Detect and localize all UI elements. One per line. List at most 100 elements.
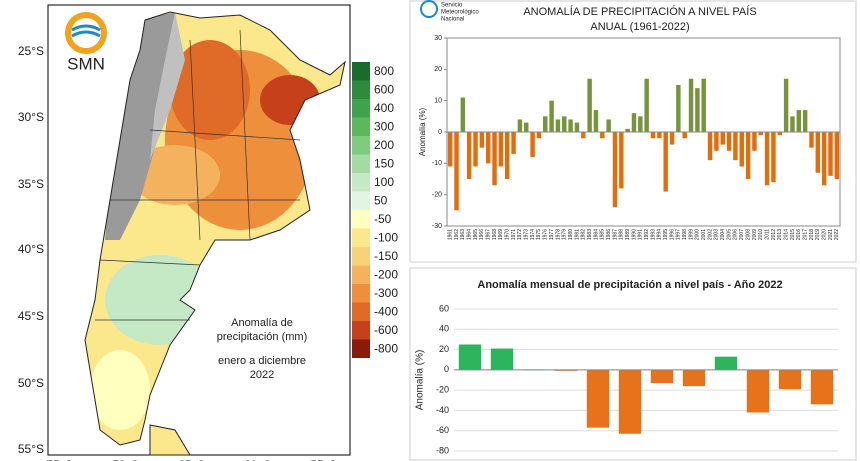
- legend-swatch: [352, 173, 370, 192]
- legend-swatch: [352, 210, 370, 229]
- lat-label: 40°S: [18, 242, 44, 256]
- y-tick-label: 40: [439, 324, 449, 334]
- x-tick-label: 2014: [783, 229, 789, 240]
- bar: [479, 132, 485, 148]
- bar: [638, 116, 643, 132]
- bar: [593, 110, 599, 132]
- logo-icon: [420, 0, 438, 18]
- bar: [720, 132, 725, 145]
- x-tick-label: 2006: [733, 229, 739, 240]
- x-tick-label: 1983: [587, 229, 593, 240]
- legend-label: -150: [374, 249, 398, 263]
- x-tick-label: 2020: [821, 229, 827, 240]
- bar: [834, 132, 840, 179]
- bar: [492, 132, 497, 186]
- y-tick-label: -60: [436, 425, 449, 435]
- bar: [758, 132, 763, 136]
- y-tick-label: -40: [436, 405, 449, 415]
- bar: [821, 132, 827, 186]
- annotation: 2022: [250, 369, 274, 381]
- annotation: enero a diciembre: [218, 355, 306, 367]
- y-tick-label: -20: [432, 192, 442, 199]
- x-tick-label: 1970: [505, 229, 511, 240]
- x-tick-label: 1988: [619, 229, 625, 240]
- x-tick-label: 1986: [606, 229, 612, 240]
- bar: [714, 356, 738, 370]
- bar: [549, 100, 554, 132]
- x-tick-label: 1999: [688, 229, 694, 240]
- bar: [618, 369, 642, 434]
- legend-swatch: [352, 117, 370, 136]
- x-tick-label: 2018: [809, 229, 815, 240]
- bar: [586, 369, 610, 428]
- bar: [688, 78, 694, 132]
- x-tick-label: 1980: [568, 229, 574, 240]
- x-tick-label: 1998: [682, 229, 688, 240]
- bar: [458, 344, 482, 370]
- lat-label: 45°S: [18, 309, 44, 323]
- legend-label: -800: [374, 342, 398, 356]
- bar: [701, 78, 706, 132]
- bar: [745, 132, 751, 179]
- lon-label: 60°O: [244, 458, 271, 461]
- bar: [473, 132, 478, 167]
- y-tick-label: -80: [436, 445, 449, 455]
- x-tick-label: 1997: [676, 229, 682, 240]
- x-tick-label: 2017: [802, 229, 808, 240]
- legend-swatch: [352, 339, 370, 358]
- legend-label: -400: [374, 305, 398, 319]
- bar: [733, 132, 738, 161]
- y-tick-label: 30: [434, 35, 442, 42]
- bar: [524, 122, 529, 132]
- y-tick-label: -10: [432, 160, 442, 167]
- x-tick-label: 2003: [714, 229, 720, 240]
- bar: [536, 132, 542, 139]
- bar: [783, 78, 789, 132]
- lat-labels: 25°S 30°S 35°S 40°S 45°S 50°S 55°S75°O 70°O 65°O…: [18, 44, 338, 461]
- x-tick-label: 1963: [460, 229, 466, 240]
- y-tick-label: -30: [432, 223, 442, 230]
- legend-label: 800: [374, 64, 394, 78]
- bar: [485, 132, 491, 164]
- legend-swatch: [352, 136, 370, 155]
- x-tick-label: 1972: [517, 229, 523, 240]
- legend-swatch: [352, 265, 370, 284]
- bar: [650, 132, 656, 139]
- bar: [619, 132, 624, 189]
- bar: [606, 119, 611, 132]
- logo-text: Meteorológico: [441, 10, 479, 16]
- y-tick-label: 60: [439, 303, 449, 313]
- legend-swatch: [352, 228, 370, 247]
- x-tick-label: 1985: [600, 229, 606, 240]
- bar: [511, 132, 516, 154]
- lon-label: 75°O: [46, 458, 73, 461]
- x-tick-label: 1964: [467, 229, 473, 240]
- legend-label: -100: [374, 231, 398, 245]
- bar: [555, 119, 561, 132]
- y-tick-label: 0: [438, 129, 442, 136]
- x-tick-label: 1962: [454, 229, 460, 240]
- bar: [815, 132, 821, 173]
- lat-label: 25°S: [18, 44, 44, 58]
- chart-subtitle: ANUAL (1961-2022): [590, 21, 689, 33]
- x-tick-label: 1975: [536, 229, 542, 240]
- x-tick-label: 1990: [631, 229, 637, 240]
- x-tick-label: 2008: [745, 229, 751, 240]
- bar: [562, 116, 567, 132]
- bar: [612, 132, 618, 208]
- x-tick-label: 2007: [739, 229, 745, 240]
- bar: [739, 132, 744, 167]
- x-tick-label: 1994: [657, 229, 663, 240]
- legend-label: -300: [374, 286, 398, 300]
- y-tick-label: 10: [434, 98, 442, 105]
- y-tick-label: -20: [436, 385, 449, 395]
- x-tick-label: 1979: [562, 229, 568, 240]
- logo-text: Nacional: [441, 17, 464, 23]
- x-tick-label: 1984: [593, 229, 599, 240]
- legend-swatch: [352, 247, 370, 266]
- legend-swatch: [352, 154, 370, 173]
- x-tick-label: 2004: [720, 229, 726, 240]
- bar: [682, 132, 687, 139]
- bar: [574, 122, 580, 132]
- bar: [796, 110, 802, 132]
